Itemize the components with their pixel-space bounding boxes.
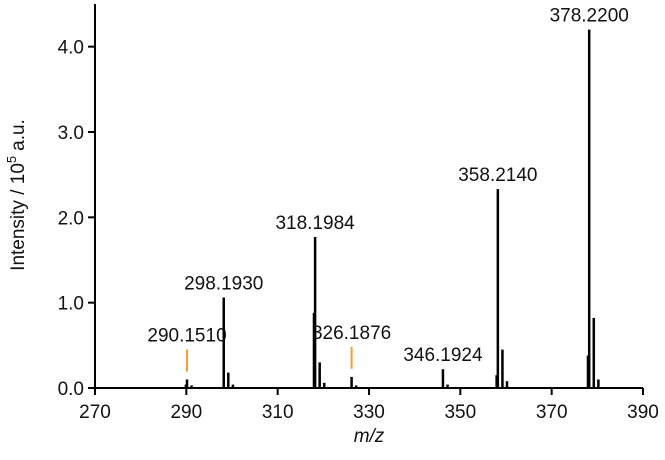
peak-label: 346.1924 [403,345,483,366]
peak-label: 358.2140 [458,165,537,186]
y-tick-label: 4.0 [58,38,84,59]
x-tick-label: 290 [170,402,202,423]
x-tick-label: 370 [536,402,568,423]
y-tick-label: 0.0 [58,379,84,400]
y-tick-label: 2.0 [58,208,84,229]
x-tick-label: 270 [79,402,111,423]
y-tick-label: 3.0 [58,123,84,144]
peak-label: 326.1876 [312,323,391,344]
x-tick-label: 330 [353,402,385,423]
x-tick-label: 310 [262,402,294,423]
y-tick-label: 1.0 [58,294,84,315]
x-axis-label: m/z [354,426,385,447]
peak-label: 290.1510 [147,325,226,346]
y-axis-label: Intensity / 105 a.u. [4,119,29,271]
x-tick-label: 390 [627,402,659,423]
peak-label: 298.1930 [184,274,263,295]
peak-label: 318.1984 [275,213,355,234]
peak-label: 378.2200 [550,6,629,27]
y-axis-label-suffix: a.u. [8,119,29,151]
y-axis-label-text: Intensity / 10 [8,163,29,271]
x-tick-label: 350 [444,402,476,423]
y-axis-label-sup: 5 [4,156,19,163]
